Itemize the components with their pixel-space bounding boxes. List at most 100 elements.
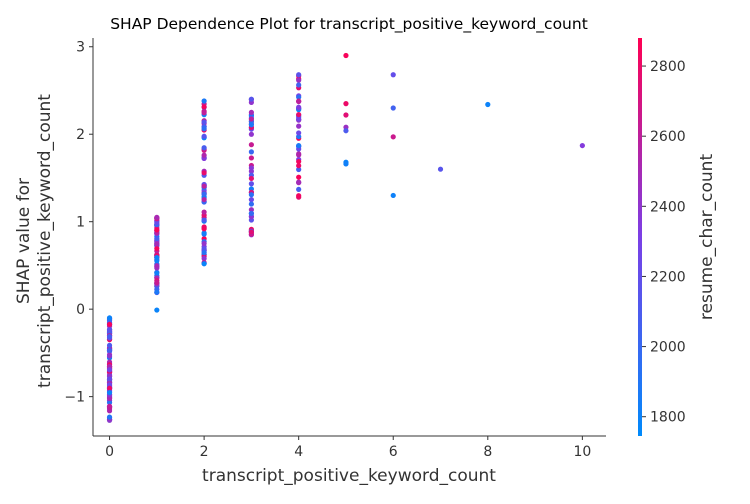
data-point — [154, 227, 160, 233]
data-point — [343, 101, 349, 107]
data-point — [201, 226, 207, 232]
data-point — [154, 279, 160, 286]
data-point — [201, 133, 207, 139]
data-point — [248, 192, 254, 198]
data-point — [154, 245, 160, 252]
data-point — [390, 72, 396, 78]
data-point — [106, 376, 113, 382]
x-tick-label: 8 — [483, 444, 492, 460]
data-point — [201, 170, 207, 176]
data-point — [106, 342, 113, 348]
data-point — [106, 403, 113, 409]
data-point — [106, 333, 113, 340]
data-point — [201, 98, 207, 104]
data-point — [201, 209, 207, 215]
data-point — [296, 94, 302, 100]
data-point — [296, 82, 302, 88]
data-point — [106, 399, 113, 406]
data-point — [248, 96, 254, 102]
data-point — [296, 104, 302, 110]
data-points — [106, 52, 585, 423]
data-point — [296, 174, 302, 180]
data-point — [390, 105, 396, 111]
data-point — [296, 166, 302, 173]
data-point — [201, 196, 207, 203]
x-axis-label: transcript_positive_keyword_count — [202, 466, 496, 486]
data-point — [343, 112, 349, 118]
y-tick-label: 1 — [76, 215, 85, 231]
x-tick-label: 10 — [573, 444, 591, 460]
y-tick-label: −1 — [64, 390, 85, 406]
data-point — [248, 131, 254, 137]
x-tick-label: 0 — [105, 444, 114, 460]
data-point — [106, 347, 113, 353]
colorbar-label: resume_char_count — [697, 154, 717, 321]
y-axis-label-line-1: SHAP value for — [14, 178, 34, 304]
data-point — [248, 181, 254, 187]
data-point — [106, 326, 113, 333]
data-point — [248, 201, 254, 207]
y-tick-label: 3 — [76, 40, 85, 56]
y-axis-label-line-2: transcript_positive_keyword_count — [35, 94, 55, 388]
data-point — [106, 395, 113, 402]
data-point — [296, 98, 302, 105]
data-point — [248, 165, 254, 171]
data-point — [296, 158, 302, 165]
data-point — [390, 192, 396, 199]
data-point — [296, 186, 302, 193]
data-point — [296, 111, 302, 118]
data-point — [437, 166, 444, 172]
colorbar-tick-label: 2600 — [650, 129, 686, 145]
data-point — [201, 261, 207, 267]
data-point — [201, 246, 207, 252]
data-point — [248, 149, 254, 155]
chart-title: SHAP Dependence Plot for transcript_posi… — [110, 15, 588, 34]
colorbar-tick-label: 2800 — [650, 59, 686, 75]
data-point — [296, 163, 302, 169]
colorbar-tick-label: 2200 — [650, 269, 686, 285]
data-point — [201, 230, 207, 236]
data-point — [201, 240, 207, 247]
data-point — [296, 77, 302, 83]
data-point — [106, 315, 113, 321]
y-tick-label: 0 — [76, 302, 85, 318]
data-point — [154, 289, 160, 295]
data-point — [154, 255, 160, 261]
colorbar-tick-label: 1800 — [650, 410, 686, 426]
x-tick-label: 2 — [200, 444, 209, 460]
data-point — [201, 110, 207, 116]
y-tick-label: 2 — [76, 127, 85, 143]
y-axis-label: SHAP value for transcript_positive_keywo… — [14, 94, 55, 388]
data-point — [106, 390, 113, 396]
axes: 0 2 4 6 8 10 −1 0 1 2 3 — [64, 38, 606, 460]
data-point — [296, 179, 302, 185]
data-point — [296, 123, 302, 129]
data-point — [343, 128, 349, 134]
data-point — [296, 142, 302, 149]
data-point — [248, 116, 254, 122]
data-point — [106, 385, 113, 391]
data-point — [201, 249, 207, 256]
data-point — [343, 161, 349, 167]
data-point — [106, 353, 113, 359]
data-point — [154, 270, 160, 276]
data-point — [248, 109, 254, 115]
colorbar-tick-label: 2400 — [650, 199, 686, 215]
data-point — [201, 126, 207, 132]
data-point — [248, 207, 254, 213]
data-point — [248, 210, 254, 217]
data-point — [248, 155, 254, 161]
data-point — [579, 142, 585, 149]
data-point — [106, 414, 113, 420]
data-point — [201, 119, 207, 125]
data-point — [201, 191, 207, 197]
data-point — [296, 116, 302, 122]
data-point — [201, 255, 207, 262]
data-point — [296, 152, 302, 158]
data-point — [201, 145, 207, 151]
data-point — [154, 263, 160, 269]
colorbar: 1800 2000 2200 2400 2600 2800 — [638, 38, 686, 436]
data-point — [296, 193, 302, 199]
